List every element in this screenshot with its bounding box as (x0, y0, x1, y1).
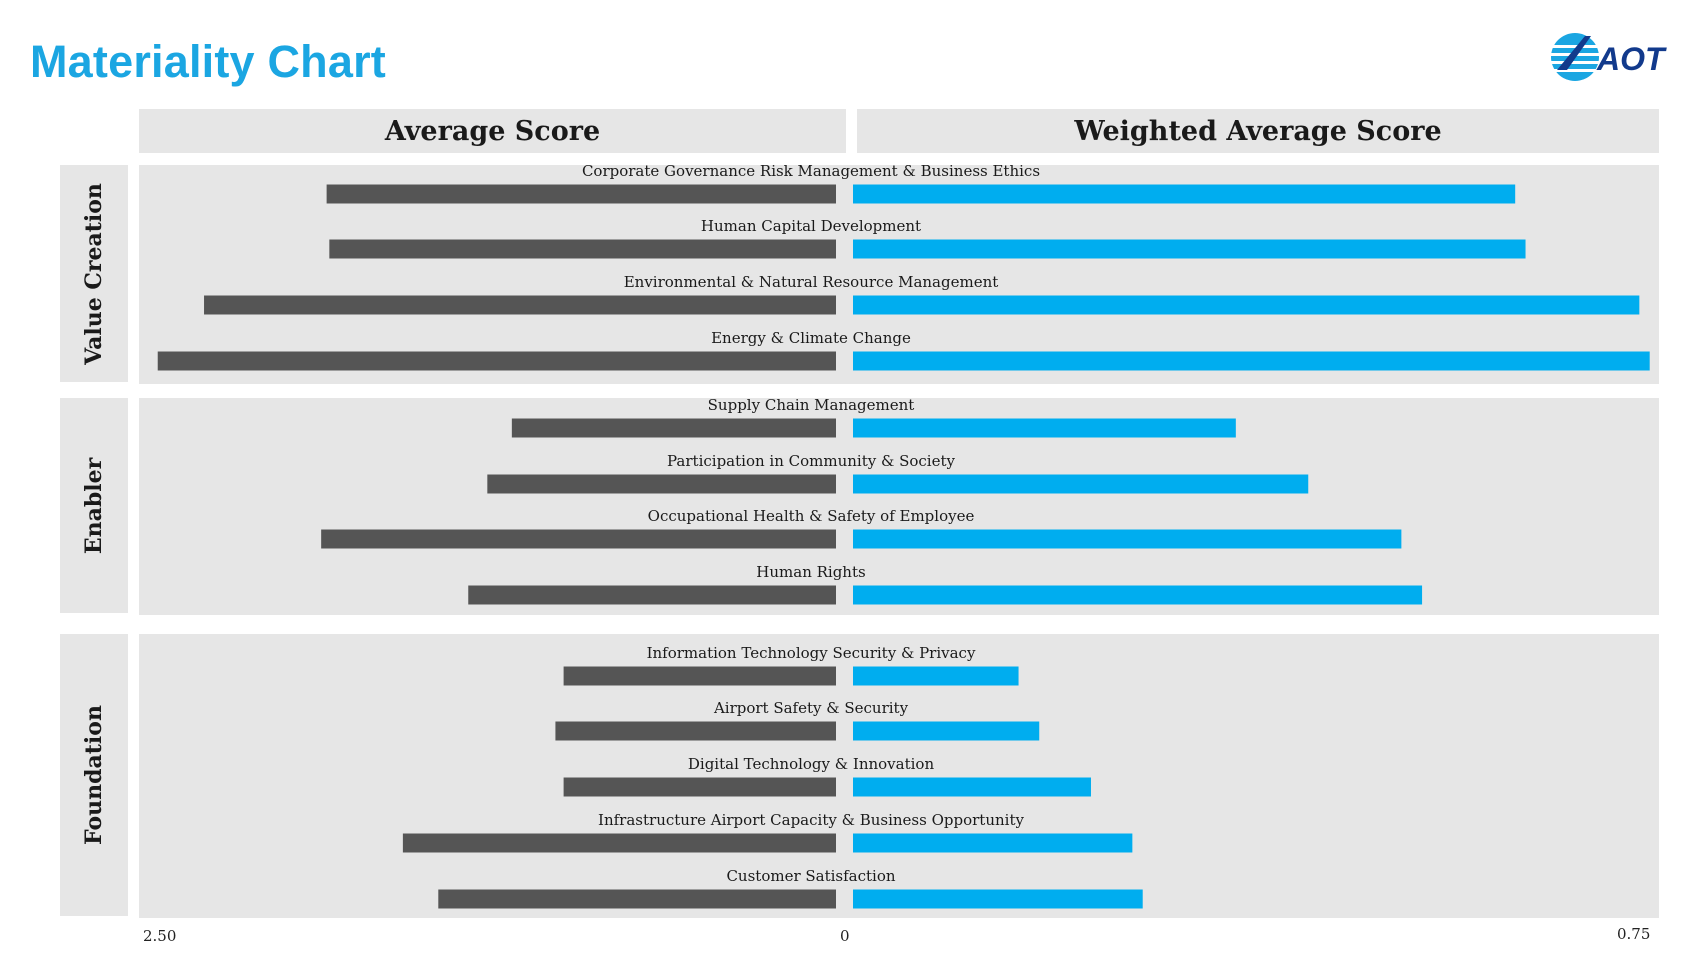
axis-label-left-max: 2.50 (143, 927, 177, 945)
average-bar-participation-in-community-and-society (487, 474, 836, 494)
weighted-bar-occupational-health-and-safety-of-employee (853, 529, 1402, 549)
average-score-header-label: Average Score (384, 115, 601, 147)
logo-text: AOT (1596, 41, 1667, 77)
average-bar-infrastructure-airport-capacity-and-business-opportunity (402, 833, 836, 853)
topic-label-customer-satisfaction: Customer Satisfaction (726, 867, 895, 885)
topic-label-supply-chain-management: Supply Chain Management (708, 396, 915, 414)
topic-label-digital-technology-and-innovation: Digital Technology & Innovation (688, 755, 935, 773)
page-title: Materiality Chart (30, 36, 386, 87)
weighted-bar-information-technology-security-and-privacy (853, 666, 1019, 686)
weighted-bar-participation-in-community-and-society (853, 474, 1309, 494)
topic-label-environmental-and-natural-resource-management: Environmental & Natural Resource Managem… (624, 273, 999, 291)
average-bar-human-capital-development (329, 239, 836, 259)
topic-label-occupational-health-and-safety-of-employee: Occupational Health & Safety of Employee (648, 507, 975, 525)
average-bar-airport-safety-and-security (555, 721, 836, 741)
average-bar-information-technology-security-and-privacy (563, 666, 836, 686)
topic-label-participation-in-community-and-society: Participation in Community & Society (667, 452, 955, 470)
average-bar-corporate-governance-risk-management-and-business-ethics (326, 184, 836, 204)
topic-label-human-rights: Human Rights (756, 563, 865, 581)
axis-label-right-max: 0.75 (1617, 925, 1651, 943)
average-bar-customer-satisfaction (438, 889, 836, 909)
weighted-bar-environmental-and-natural-resource-management (853, 295, 1640, 315)
weighted-bar-human-rights (853, 585, 1423, 605)
average-score-header: Average Score (139, 109, 846, 153)
topic-label-energy-and-climate-change: Energy & Climate Change (711, 329, 911, 347)
topic-label-infrastructure-airport-capacity-and-business-opportunity: Infrastructure Airport Capacity & Busine… (598, 811, 1024, 829)
average-bar-digital-technology-and-innovation (563, 777, 836, 797)
group-label-enabler: Enabler (60, 398, 128, 613)
average-bar-human-rights (468, 585, 836, 605)
weighted-bar-corporate-governance-risk-management-and-business-ethics (853, 184, 1516, 204)
weighted-bar-human-capital-development (853, 239, 1526, 259)
weighted-bar-airport-safety-and-security (853, 721, 1040, 741)
group-label-value-creation: Value Creation (60, 165, 128, 382)
average-bar-environmental-and-natural-resource-management (204, 295, 837, 315)
average-bar-energy-and-climate-change (157, 351, 836, 371)
weighted-bar-infrastructure-airport-capacity-and-business-opportunity (853, 833, 1133, 853)
group-label-foundation: Foundation (60, 634, 128, 916)
weighted-bar-customer-satisfaction (853, 889, 1143, 909)
topic-label-human-capital-development: Human Capital Development (701, 217, 921, 235)
axis-label-center: 0 (840, 927, 850, 945)
weighted-bar-energy-and-climate-change (853, 351, 1650, 371)
average-bar-occupational-health-and-safety-of-employee (321, 529, 836, 549)
topic-label-information-technology-security-and-privacy: Information Technology Security & Privac… (647, 644, 976, 662)
weighted-bar-supply-chain-management (853, 418, 1236, 438)
weighted-average-score-header-label: Weighted Average Score (1074, 115, 1442, 147)
topic-label-corporate-governance-risk-management-and-business-ethics: Corporate Governance Risk Management & B… (582, 162, 1040, 180)
weighted-average-score-header: Weighted Average Score (857, 109, 1659, 153)
aot-logo: AOT (1549, 33, 1667, 81)
weighted-bar-digital-technology-and-innovation (853, 777, 1091, 797)
average-bar-supply-chain-management (511, 418, 836, 438)
topic-label-airport-safety-and-security: Airport Safety & Security (713, 699, 909, 717)
